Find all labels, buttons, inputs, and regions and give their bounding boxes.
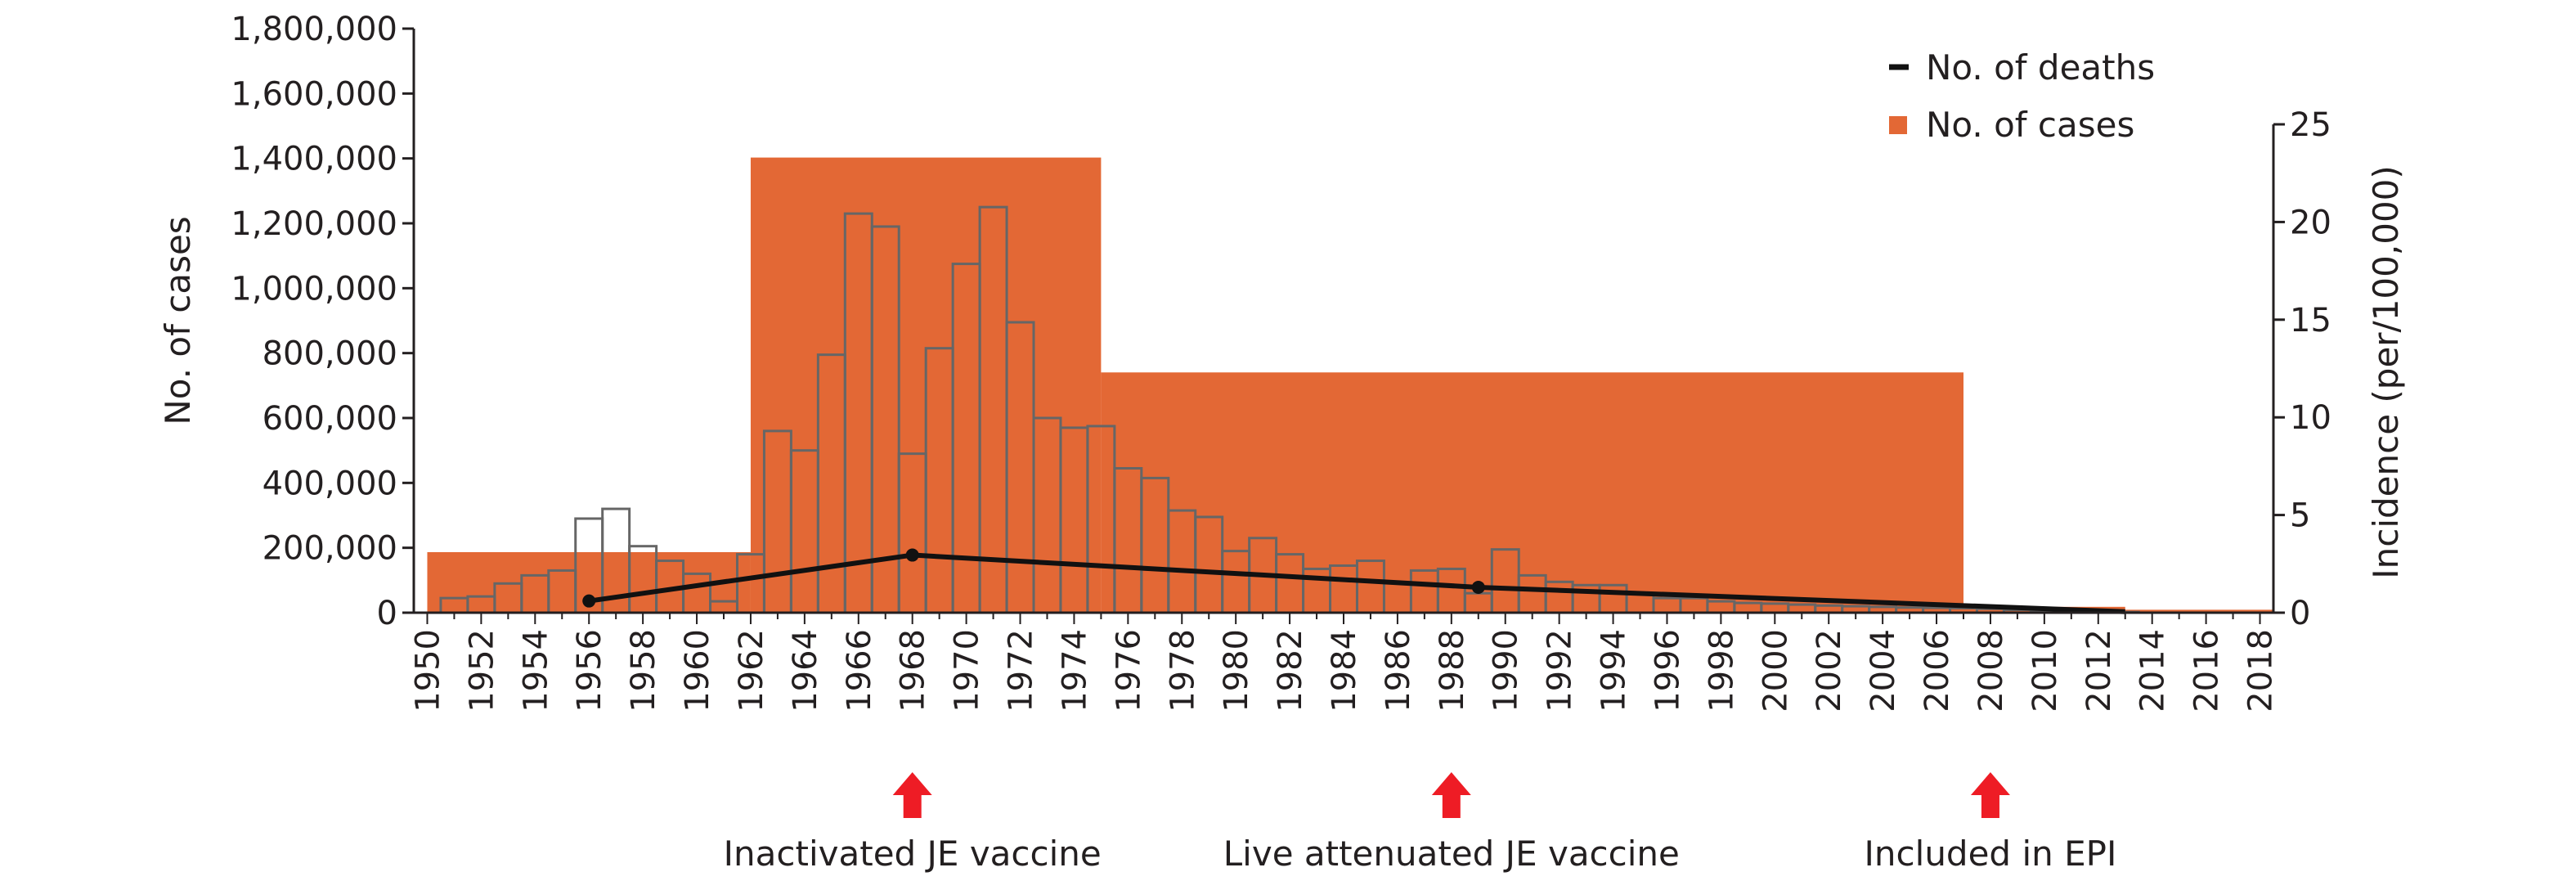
x-tick-label-1996: 1996 [1649, 629, 1686, 712]
x-tick-label-1986: 1986 [1380, 629, 1417, 712]
x-tick-label-1976: 1976 [1110, 629, 1147, 712]
x-tick-label-2004: 2004 [1865, 629, 1902, 712]
x-tick-label-1962: 1962 [733, 629, 770, 712]
x-tick-label-1992: 1992 [1542, 629, 1579, 712]
x-tick-label-1960: 1960 [679, 629, 716, 712]
incidence-block-2 [1101, 372, 1963, 613]
right-tick-label-3: 15 [2290, 302, 2331, 339]
x-tick-label-2010: 2010 [2026, 629, 2064, 712]
x-tick-label-1952: 1952 [463, 629, 500, 712]
x-tick-label-1998: 1998 [1703, 629, 1740, 712]
x-tick-label-1980: 1980 [1218, 629, 1255, 712]
x-tick-label-1966: 1966 [841, 629, 878, 712]
vaccine-annotation-label-2: Included in EPI [1865, 834, 2117, 874]
right-tick-label-1: 5 [2290, 497, 2310, 535]
x-tick-label-1964: 1964 [787, 629, 824, 712]
x-tick-label-1982: 1982 [1272, 629, 1309, 712]
left-tick-label-8: 1,600,000 [231, 75, 397, 113]
x-tick-label-1972: 1972 [1003, 629, 1040, 712]
x-tick-label-1956: 1956 [571, 629, 608, 712]
deaths-point-1989 [1471, 580, 1485, 594]
x-tick-label-1970: 1970 [949, 629, 986, 712]
x-tick-label-1958: 1958 [625, 629, 662, 712]
x-tick-label-1950: 1950 [409, 629, 447, 712]
incidence-block-4 [2125, 609, 2273, 613]
left-tick-label-0: 0 [377, 595, 397, 632]
right-tick-label-0: 0 [2290, 595, 2310, 632]
x-tick-label-2016: 2016 [2188, 629, 2226, 712]
right-axis-title: Incidence (per/100,000) [2366, 165, 2406, 579]
x-tick-label-2002: 2002 [1811, 629, 1848, 712]
axes [402, 27, 2285, 624]
vaccine-arrow-0 [892, 772, 932, 818]
deaths-line-series [582, 548, 2125, 614]
x-tick-label-1954: 1954 [517, 629, 554, 712]
legend-cases-label: No. of cases [1926, 105, 2134, 145]
vaccine-arrow-2 [1970, 772, 2010, 818]
left-tick-label-6: 1,200,000 [231, 205, 397, 243]
right-tick-label-5: 25 [2290, 106, 2331, 144]
x-tick-label-1974: 1974 [1056, 629, 1093, 712]
x-tick-label-1990: 1990 [1488, 629, 1525, 712]
right-tick-label-4: 20 [2290, 204, 2331, 241]
left-axis-title: No. of cases [158, 216, 198, 425]
x-tick-label-1988: 1988 [1434, 629, 1471, 712]
deaths-point-1956 [582, 594, 596, 608]
x-tick-label-2018: 2018 [2242, 629, 2280, 712]
left-tick-label-1: 200,000 [263, 530, 397, 568]
left-tick-label-4: 800,000 [263, 335, 397, 373]
deaths-point-1968 [905, 548, 919, 562]
left-tick-label-7: 1,400,000 [231, 141, 397, 178]
x-tick-label-2012: 2012 [2080, 629, 2118, 712]
x-tick-label-2014: 2014 [2134, 629, 2172, 712]
x-tick-label-2000: 2000 [1757, 629, 1794, 712]
x-tick-label-1978: 1978 [1164, 629, 1201, 712]
legend: No. of deaths No. of cases [1889, 47, 2155, 145]
x-tick-label-1984: 1984 [1326, 629, 1363, 712]
legend-deaths-label: No. of deaths [1926, 47, 2155, 88]
x-tick-label-1994: 1994 [1595, 629, 1633, 712]
right-tick-label-2: 10 [2290, 399, 2331, 437]
vaccine-arrow-1 [1431, 772, 1471, 818]
left-tick-label-3: 600,000 [263, 400, 397, 438]
vaccine-annotation-label-0: Inactivated JE vaccine [724, 834, 1102, 874]
legend-cases-marker [1889, 116, 1907, 134]
x-tick-label-1968: 1968 [895, 629, 932, 712]
tick-labels: 0 200,000 400,000 600,000 800,000 1,000,000 1,… [231, 11, 2331, 712]
x-tick-label-2006: 2006 [1919, 629, 1956, 712]
deaths-line [588, 552, 2125, 614]
vaccine-annotation-label-1: Live attenuated JE vaccine [1223, 834, 1680, 874]
incidence-blocks [427, 157, 2273, 613]
left-tick-label-5: 1,000,000 [231, 270, 397, 308]
vaccine-annotations: Inactivated JE vaccine Live attenuated JE… [724, 772, 2117, 874]
left-tick-label-9: 1,800,000 [231, 11, 397, 48]
left-tick-label-2: 400,000 [263, 465, 397, 502]
x-tick-label-2008: 2008 [1972, 629, 2010, 712]
